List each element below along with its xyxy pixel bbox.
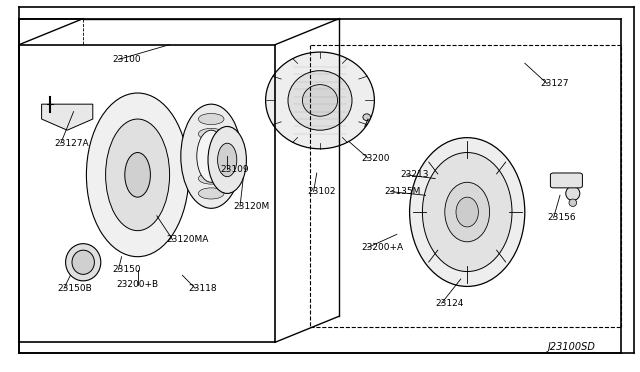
Text: 23200: 23200 [362, 154, 390, 163]
Text: 23109: 23109 [221, 165, 250, 174]
Text: 23213: 23213 [400, 170, 429, 179]
Ellipse shape [422, 153, 512, 272]
Ellipse shape [198, 188, 224, 199]
Text: 23127A: 23127A [54, 139, 89, 148]
Ellipse shape [198, 113, 224, 125]
Ellipse shape [208, 126, 246, 193]
Ellipse shape [86, 93, 189, 257]
Text: 23100: 23100 [112, 55, 141, 64]
Ellipse shape [456, 197, 479, 227]
Ellipse shape [106, 119, 170, 231]
Ellipse shape [569, 199, 577, 206]
Text: 23127: 23127 [541, 79, 570, 88]
Ellipse shape [445, 182, 490, 242]
Ellipse shape [266, 52, 374, 149]
Ellipse shape [180, 104, 242, 208]
Ellipse shape [197, 130, 226, 182]
Polygon shape [42, 104, 93, 130]
Text: 23150: 23150 [112, 265, 141, 274]
Ellipse shape [198, 158, 224, 169]
Text: 23156: 23156 [547, 213, 576, 222]
Text: J23100SD: J23100SD [547, 341, 595, 352]
Text: 23150B: 23150B [58, 284, 92, 293]
Ellipse shape [218, 143, 237, 177]
Text: 23200+B: 23200+B [116, 280, 159, 289]
Text: 23118: 23118 [189, 284, 218, 293]
Ellipse shape [198, 128, 224, 140]
Ellipse shape [288, 71, 352, 130]
Ellipse shape [72, 250, 95, 275]
Ellipse shape [302, 85, 338, 116]
Ellipse shape [363, 114, 371, 121]
Text: 23200+A: 23200+A [362, 243, 404, 252]
Text: 23120M: 23120M [234, 202, 270, 211]
Ellipse shape [198, 173, 224, 184]
Text: 23124: 23124 [435, 299, 463, 308]
Ellipse shape [410, 138, 525, 286]
Text: 23120MA: 23120MA [166, 235, 209, 244]
Text: 23135M: 23135M [384, 187, 420, 196]
Text: 23102: 23102 [307, 187, 336, 196]
Ellipse shape [198, 143, 224, 154]
Ellipse shape [566, 186, 580, 201]
Ellipse shape [125, 153, 150, 197]
FancyBboxPatch shape [550, 173, 582, 188]
Ellipse shape [65, 244, 101, 281]
